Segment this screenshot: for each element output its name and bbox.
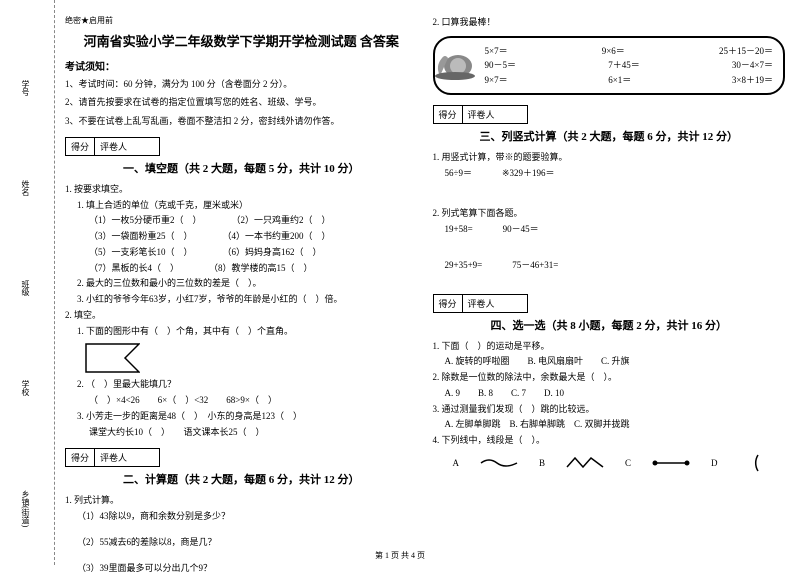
mental-item: 25＋15－20＝ — [719, 44, 773, 58]
score-box: 得分 评卷人 — [433, 294, 528, 313]
segment-line-icon — [651, 455, 691, 470]
choice-label: C — [625, 458, 631, 468]
page-footer: 第 1 页 共 4 页 — [0, 550, 800, 561]
secret-label: 绝密★启用前 — [65, 15, 418, 26]
mental-item: 90－5＝ — [485, 58, 517, 72]
q4-opts: A. 左脚单脚跳 B. 右脚单脚跳 C. 双脚并拢跳 — [433, 417, 786, 433]
wavy-line-icon — [479, 455, 519, 470]
grader-label: 评卷人 — [463, 106, 500, 123]
score-label: 得分 — [66, 449, 95, 466]
q1-head2: 2. 填空。 — [65, 308, 418, 324]
q3-head: 1. 用竖式计算，带※的题要验算。 — [433, 150, 786, 166]
mental-item: 7＋45＝ — [608, 58, 640, 72]
q1-line: 课堂大约长10（ ） 语文课本长25（ ） — [65, 425, 418, 441]
arc-line-icon — [738, 453, 763, 473]
section-title: 三、列竖式计算（共 2 大题，每题 6 分，共计 12 分） — [433, 128, 786, 144]
score-box: 得分 评卷人 — [65, 137, 160, 156]
grader-label: 评卷人 — [95, 138, 132, 155]
q1-line: 2. （ ）里最大能填几？ — [65, 377, 418, 393]
page-content: 绝密★启用前 河南省实验小学二年级数学下学期开学检测试题 含答案 考试须知： 1… — [55, 0, 800, 565]
notice-line: 3、不要在试卷上乱写乱画，卷面不整洁扣 2 分，密封线外请勿作答。 — [65, 114, 418, 129]
mental-item: 9×6＝ — [602, 44, 625, 58]
right-column: 2. 口算我最棒！ 5×7＝ 9×6＝ 25＋15－20＝ 90－5＝ 7＋45＝ 30… — [433, 15, 786, 555]
q1-head: 1. 按要求填空。 — [65, 182, 418, 198]
choice-label: A — [453, 458, 460, 468]
section-title: 四、选一选（共 8 小题，每题 2 分，共计 16 分） — [433, 317, 786, 333]
notice-line: 2、请首先按要求在试卷的指定位置填写您的姓名、班级、学号。 — [65, 95, 418, 110]
score-label: 得分 — [66, 138, 95, 155]
line-choices: A B C D — [433, 453, 786, 473]
calc-item: 19+58= — [445, 222, 473, 238]
binding-margin: 乡镇(街道) 学校 班级 姓名 学号 — [0, 0, 55, 565]
bind-label: 学校 — [20, 380, 31, 396]
blank-item: （3）一袋面粉重25（ ） — [89, 229, 193, 245]
left-column: 绝密★启用前 河南省实验小学二年级数学下学期开学检测试题 含答案 考试须知： 1… — [65, 15, 418, 555]
score-label: 得分 — [434, 295, 463, 312]
score-label: 得分 — [434, 106, 463, 123]
calc-item: 75－46+31= — [512, 258, 558, 274]
q3-head2: 2. 列式笔算下面各题。 — [433, 206, 786, 222]
q1-line: 3. 小红的爷爷今年63岁，小红7岁，爷爷的年龄是小红的（ ）倍。 — [65, 292, 418, 308]
section-title: 二、计算题（共 2 大题，每题 6 分，共计 12 分） — [65, 471, 418, 487]
snail-icon — [430, 46, 480, 81]
q2-item: （1）43除以9，商和余数分别是多少？ — [65, 509, 418, 525]
q1-line: 3. 小芳走一步的距离是48（ ） 小东的身高是123（ ） — [65, 409, 418, 425]
q1-sub: 1. 填上合适的单位（克或千克，厘米或米） — [65, 198, 418, 214]
q4-line: 4. 下列线中，线段是（ ）。 — [433, 433, 786, 449]
grader-label: 评卷人 — [95, 449, 132, 466]
calc-item: 29+35+9= — [445, 258, 483, 274]
q2-item: （3）39里面最多可以分出几个9？ — [65, 561, 418, 576]
mental-item: 5×7＝ — [485, 44, 508, 58]
score-box: 得分 评卷人 — [65, 448, 160, 467]
q1-line: 2. 最大的三位数和最小的三位数的差是（ ）。 — [65, 276, 418, 292]
mental-item: 6×1＝ — [608, 73, 631, 87]
blank-item: （4）一本书约重200（ ） — [223, 229, 331, 245]
blank-item: （1）一枚5分硬币重2（ ） — [89, 213, 202, 229]
bind-label: 姓名 — [20, 180, 31, 196]
mental-item: 30－4×7＝ — [732, 58, 773, 72]
blank-item: （8）教学楼的高15（ ） — [209, 261, 313, 277]
mental-item: 3×8＋19＝ — [732, 73, 773, 87]
bind-label: 班级 — [20, 280, 31, 296]
exam-title: 河南省实验小学二年级数学下学期开学检测试题 含答案 — [65, 31, 418, 50]
score-box: 得分 评卷人 — [433, 105, 528, 124]
blank-item: （7）黑板的长4（ ） — [89, 261, 179, 277]
notice-heading: 考试须知： — [65, 58, 418, 73]
calc-item: ※329＋196＝ — [502, 166, 555, 182]
q2-item: （2）55减去6的差除以8，商是几？ — [65, 535, 418, 551]
blank-item: （5）一支彩笔长10（ ） — [89, 245, 193, 261]
mental-head: 2. 口算我最棒！ — [433, 15, 786, 31]
zigzag-line-icon — [565, 455, 605, 470]
blank-item: （2）一只鸡重约2（ ） — [232, 213, 331, 229]
calc-item: 56÷9＝ — [445, 166, 472, 182]
q4-opts: A. 旋转的呼啦圈 B. 电风扇扇叶 C. 升旗 — [433, 354, 786, 370]
section-title: 一、填空题（共 2 大题，每题 5 分，共计 10 分） — [65, 160, 418, 176]
bind-label: 乡镇(街道) — [20, 490, 31, 527]
blank-item: （6）妈妈身高162（ ） — [223, 245, 322, 261]
choice-label: B — [539, 458, 545, 468]
q4-line: 3. 通过测量我们发现（ ）跳的比较远。 — [433, 402, 786, 418]
flag-shape — [85, 343, 140, 373]
choice-label: D — [711, 458, 718, 468]
q4-opts: A. 9 B. 8 C. 7 D. 10 — [433, 386, 786, 402]
q1-line: 1. 下面的图形中有（ ）个角，其中有（ ）个直角。 — [65, 324, 418, 340]
q4-line: 1. 下面（ ）的运动是平移。 — [433, 339, 786, 355]
mental-item: 9×7＝ — [485, 73, 508, 87]
bind-label: 学号 — [20, 80, 31, 96]
grader-label: 评卷人 — [463, 295, 500, 312]
notice-line: 1、考试时间：60 分钟，满分为 100 分（含卷面分 2 分）。 — [65, 77, 418, 92]
mental-cloud: 5×7＝ 9×6＝ 25＋15－20＝ 90－5＝ 7＋45＝ 30－4×7＝ 9×7＝… — [433, 36, 786, 95]
calc-item: 90－45＝ — [503, 222, 539, 238]
q2-head: 1. 列式计算。 — [65, 493, 418, 509]
q1-line: （ ）×4<26 6×（ ）<32 68>9×（ ） — [65, 393, 418, 409]
q4-line: 2. 除数是一位数的除法中，余数最大是（ ）。 — [433, 370, 786, 386]
